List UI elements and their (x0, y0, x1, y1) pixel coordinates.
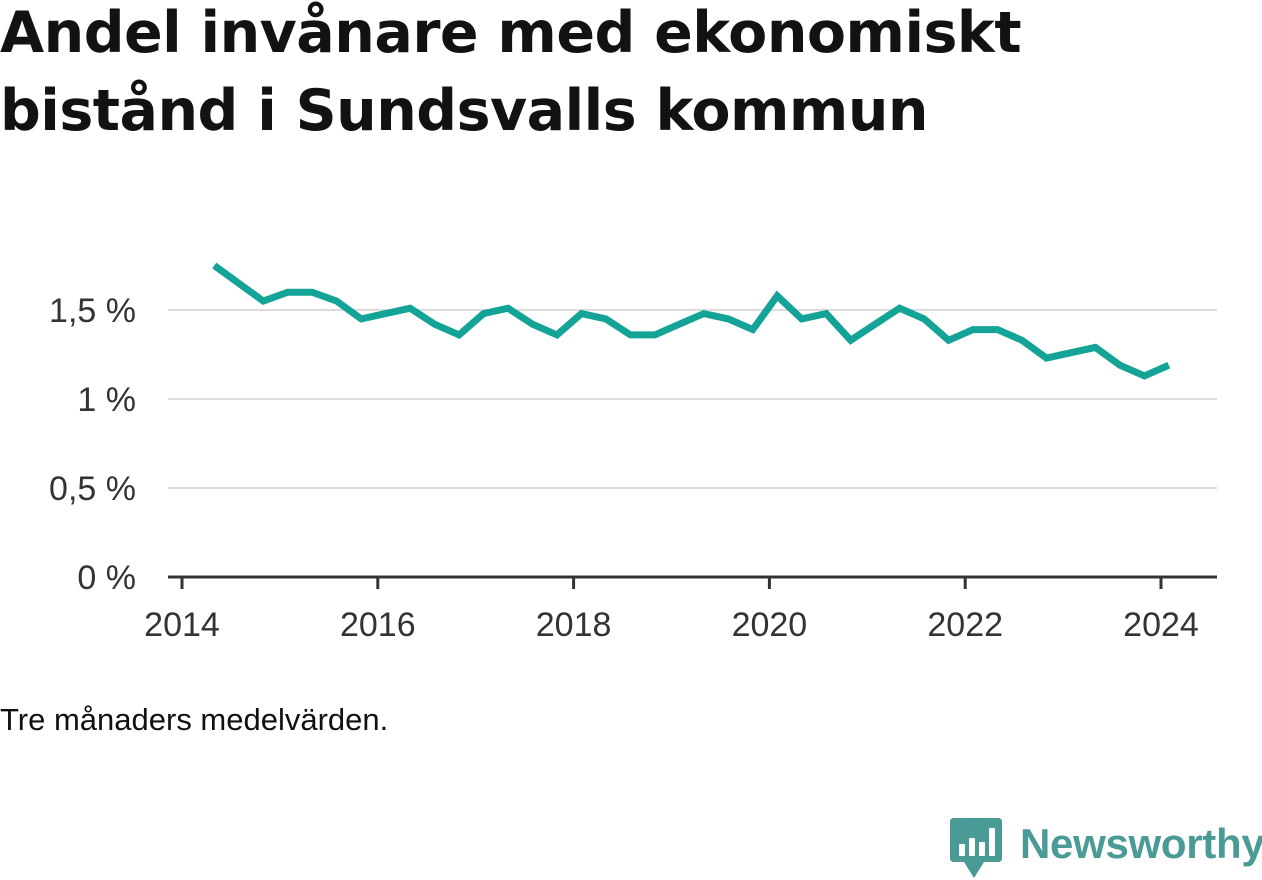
x-tick-label: 2018 (536, 606, 612, 644)
y-tick-label: 1,5 % (49, 292, 136, 330)
y-tick-label: 0 % (77, 559, 136, 597)
data-point (1141, 372, 1148, 379)
chart-note: Tre månaders medelvärden. (0, 702, 389, 737)
data-point (554, 331, 561, 338)
data-point (798, 315, 805, 322)
data-point (1019, 337, 1026, 344)
data-point (945, 337, 952, 344)
newsworthy-brand[interactable]: Newsworthy (950, 818, 1262, 880)
data-point (872, 321, 879, 328)
data-point (627, 331, 634, 338)
series-line (212, 262, 1171, 380)
data-point (651, 331, 658, 338)
x-tick-label: 2022 (927, 606, 1003, 644)
data-point (480, 310, 487, 317)
chart-title-line-2: bistånd i Sundsvalls kommun (0, 78, 928, 144)
data-point (774, 292, 781, 299)
data-point (456, 331, 463, 338)
data-point (505, 305, 512, 312)
data-point (578, 310, 585, 317)
data-point (211, 262, 218, 269)
chart-title: Andel invånare med ekonomiskt bistånd i … (0, 0, 1200, 150)
x-tick-label: 2020 (732, 606, 808, 644)
data-point (431, 321, 438, 328)
data-point (260, 298, 267, 305)
data-point (382, 310, 389, 317)
newsworthy-logo-icon (950, 818, 1002, 878)
data-point (1165, 362, 1172, 369)
data-point (1116, 362, 1123, 369)
y-axis-ticks: 0 % 0,5 % 1 % 1,5 % (49, 292, 136, 597)
brand-name: Newsworthy (1020, 820, 1262, 867)
data-point (1092, 344, 1099, 351)
y-tick-label: 1 % (77, 381, 136, 419)
data-point (309, 289, 316, 296)
x-tick-label: 2016 (340, 606, 416, 644)
chart-title-line-1: Andel invånare med ekonomiskt (0, 0, 1022, 66)
data-point (676, 321, 683, 328)
x-tick-label: 2014 (144, 606, 220, 644)
data-point (235, 280, 242, 287)
data-point (921, 315, 928, 322)
data-point (1067, 349, 1074, 356)
x-axis-ticks: 2014 2016 2018 2020 2022 2024 (144, 577, 1199, 644)
data-point (358, 315, 365, 322)
data-point (994, 326, 1001, 333)
data-point (1043, 355, 1050, 362)
data-point (284, 289, 291, 296)
data-point (602, 315, 609, 322)
data-point (896, 305, 903, 312)
data-point (823, 310, 830, 317)
data-point (700, 310, 707, 317)
data-point (970, 326, 977, 333)
data-point (333, 298, 340, 305)
data-point (847, 337, 854, 344)
line-chart: 0 % 0,5 % 1 % 1,5 % 2014 2016 2018 2020 2022 202… (49, 262, 1217, 644)
series-layer (211, 262, 1172, 380)
x-tick-label: 2024 (1123, 606, 1199, 644)
data-point (529, 321, 536, 328)
data-point (725, 315, 732, 322)
gridlines (168, 309, 1217, 489)
y-tick-label: 0,5 % (49, 470, 136, 508)
data-point (749, 326, 756, 333)
data-point (407, 305, 414, 312)
